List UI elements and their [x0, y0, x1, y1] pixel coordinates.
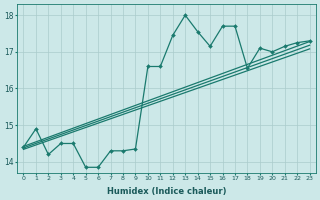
- X-axis label: Humidex (Indice chaleur): Humidex (Indice chaleur): [107, 187, 226, 196]
